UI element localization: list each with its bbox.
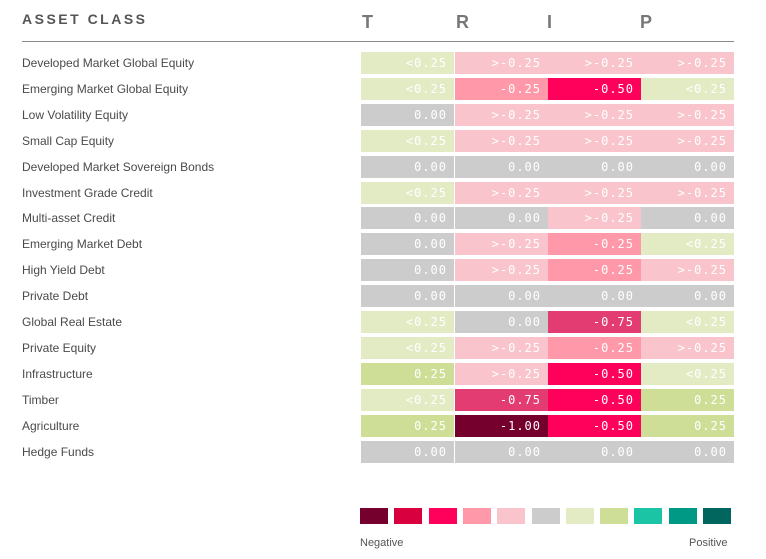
heatmap-cell: <0.25 [641, 362, 734, 385]
heatmap-cell: <0.25 [361, 181, 454, 204]
heatmap-cell: >-0.25 [641, 181, 734, 204]
row-label: Hedge Funds [22, 444, 95, 459]
heatmap-cell: 0.00 [455, 207, 548, 230]
heatmap-cell: 0.00 [548, 285, 641, 308]
legend-swatch [462, 508, 491, 524]
heatmap-cell: 0.25 [361, 362, 454, 385]
heatmap-cell: 0.00 [548, 440, 641, 463]
heatmap-cell: -0.75 [548, 311, 641, 333]
heatmap-cell: 0.25 [641, 388, 734, 411]
legend-swatch [531, 508, 560, 524]
heatmap-cell: 0.00 [641, 207, 734, 230]
heatmap-cell: <0.25 [361, 52, 454, 74]
legend-swatch [634, 508, 663, 524]
legend-swatch [600, 508, 629, 524]
column-header-t: T [362, 12, 373, 32]
heatmap-cell: >-0.25 [641, 259, 734, 282]
heatmap-cell: <0.25 [641, 311, 734, 333]
heatmap-cell: 0.00 [361, 259, 454, 282]
row-label: High Yield Debt [22, 263, 105, 278]
legend-swatch [428, 508, 457, 524]
column-header-r: R [456, 12, 469, 32]
heatmap-cell: >-0.25 [455, 181, 548, 204]
asset-class-heading: ASSET CLASS [22, 11, 148, 27]
heatmap-cell: 0.25 [641, 414, 734, 437]
heatmap-cell: >-0.25 [455, 129, 548, 152]
header-divider [22, 41, 734, 42]
heatmap-cell: <0.25 [361, 77, 454, 100]
row-label: Private Equity [22, 340, 97, 355]
row-label: Global Real Estate [22, 315, 123, 329]
heatmap-cell: >-0.25 [548, 52, 641, 74]
heatmap-cell: >-0.25 [548, 129, 641, 152]
heatmap-cell: 0.00 [641, 440, 734, 463]
heatmap-cell: -0.25 [548, 233, 641, 256]
heatmap-cell: -0.50 [548, 414, 641, 437]
heatmap-cell: 0.25 [361, 414, 454, 437]
row-label: Low Volatility Equity [22, 107, 129, 122]
heatmap-cell: 0.00 [361, 155, 454, 178]
heatmap-cell: >-0.25 [548, 181, 641, 204]
heatmap-cell: 0.00 [361, 440, 454, 463]
heatmap-cell: -0.25 [455, 77, 548, 100]
row-label: Agriculture [22, 418, 80, 433]
heatmap-cell: >-0.25 [455, 103, 548, 126]
heatmap-cell: >-0.25 [455, 233, 548, 256]
heatmap-cell: -1.00 [455, 414, 548, 437]
heatmap-cell: 0.00 [455, 155, 548, 178]
heatmap-cell: 0.00 [641, 285, 734, 308]
heatmap-cell: -0.25 [548, 336, 641, 359]
heatmap-cell: >-0.25 [548, 103, 641, 126]
row-label: Infrastructure [22, 366, 93, 381]
heatmap-cell: >-0.25 [455, 362, 548, 385]
heatmap-cell: 0.00 [641, 155, 734, 178]
legend-negative-label: Negative [360, 537, 404, 549]
row-label: Private Debt [22, 289, 89, 304]
heatmap-cell: >-0.25 [641, 336, 734, 359]
heatmap-cell: -0.25 [548, 259, 641, 282]
heatmap-cell: <0.25 [361, 311, 454, 333]
heatmap-cell: 0.00 [455, 285, 548, 308]
heatmap-cell: >-0.25 [455, 336, 548, 359]
column-header-p: P [640, 12, 653, 32]
row-label: Emerging Market Global Equity [22, 81, 189, 96]
row-label: Investment Grade Credit [22, 185, 153, 200]
legend-swatch [668, 508, 697, 524]
heatmap-cell: 0.00 [361, 207, 454, 230]
heatmap-cell: >-0.25 [641, 52, 734, 74]
heatmap-cell: 0.00 [361, 233, 454, 256]
row-label: Timber [22, 392, 59, 407]
legend-swatch [360, 508, 388, 524]
legend-swatch [565, 508, 594, 524]
heatmap-cell: 0.00 [455, 440, 548, 463]
legend-positive-label: Positive [689, 537, 728, 549]
row-label: Emerging Market Debt [22, 237, 143, 252]
column-header-i: I [547, 12, 553, 32]
heatmap-cell: <0.25 [361, 336, 454, 359]
heatmap-cell: >-0.25 [641, 103, 734, 126]
heatmap-cell: >-0.25 [641, 129, 734, 152]
heatmap-cell: 0.00 [455, 311, 548, 333]
heatmap-cell: -0.50 [548, 77, 641, 100]
heatmap-cell: >-0.25 [455, 259, 548, 282]
legend-swatch [497, 508, 526, 524]
heatmap-cell: -0.50 [548, 388, 641, 411]
heatmap-cell: 0.00 [361, 103, 454, 126]
heatmap-cell: 0.00 [548, 155, 641, 178]
legend-swatch [394, 508, 423, 524]
heatmap-cell: <0.25 [641, 77, 734, 100]
row-label: Small Cap Equity [22, 133, 115, 148]
heatmap-cell: -0.50 [548, 362, 641, 385]
heatmap-cell: <0.25 [361, 129, 454, 152]
heatmap-cell: >-0.25 [548, 207, 641, 230]
row-label: Developed Market Global Equity [22, 56, 195, 70]
heatmap-cell: -0.75 [455, 388, 548, 411]
heatmap-cell: <0.25 [641, 233, 734, 256]
heatmap-cell: >-0.25 [455, 52, 548, 74]
row-label: Multi-asset Credit [22, 211, 116, 226]
heatmap-cell: 0.00 [361, 285, 454, 308]
legend-swatch [703, 508, 731, 524]
heatmap-cell: <0.25 [361, 388, 454, 411]
row-label: Developed Market Sovereign Bonds [22, 159, 215, 174]
